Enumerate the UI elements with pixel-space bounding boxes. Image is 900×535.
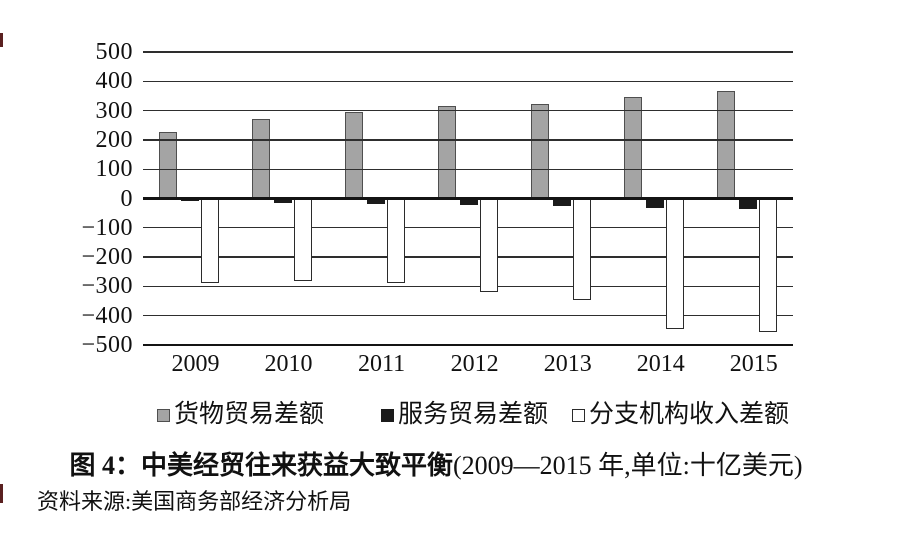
x-tick-label: 2011: [358, 351, 406, 377]
bar-2013-goods: [530, 103, 549, 199]
bar-2011-services: [367, 198, 386, 205]
bar-2012-branch-income: [479, 198, 498, 293]
gridline: [143, 109, 793, 112]
gridline: [143, 285, 793, 288]
bar-2015-goods: [716, 90, 735, 199]
legend-label-goods: 货物贸易差额: [174, 401, 325, 428]
y-tick-label: 500: [95, 39, 133, 65]
gridline: [143, 168, 793, 170]
gridline: [143, 139, 793, 141]
bar-2013-branch-income: [572, 198, 591, 300]
bar-2011-goods: [344, 112, 363, 199]
chart-area: 500 400 300 200 100 0 −100 −200 −300 −400 −500 2009…: [81, 39, 793, 377]
y-tick-label: 300: [95, 97, 133, 124]
legend-swatch-goods-icon: [157, 408, 170, 422]
x-tick-label: 2009: [171, 351, 220, 377]
y-tick-label: 100: [95, 156, 133, 183]
y-tick-label: −200: [81, 244, 133, 271]
gridline: [143, 343, 793, 347]
y-tick-label: −500: [81, 332, 133, 358]
figure-title: 图 4：中美经贸往来获益大致平衡(2009—2015 年,单位:十亿美元): [0, 450, 872, 482]
source-note: 资料来源:美国商务部经济分析局: [37, 489, 352, 514]
bar-2009-branch-income: [200, 198, 219, 284]
scan-edge-artifact: [0, 33, 3, 47]
x-tick-label: 2010: [264, 351, 313, 377]
bar-2009-services: [181, 198, 199, 202]
bar-2015-services: [739, 198, 758, 210]
bar-2013-services: [553, 198, 572, 206]
legend-swatch-services-icon: [381, 408, 395, 422]
x-tick-label: 2013: [543, 351, 592, 377]
figure-title-paren: (2009—2015 年,单位:十亿美元): [452, 451, 803, 480]
y-tick-label: 400: [95, 68, 133, 95]
legend-item-branch-income: 分支机构收入差额: [572, 401, 789, 429]
y-tick-label: 0: [120, 185, 133, 212]
y-tick-label: 200: [95, 126, 133, 153]
gridline: [143, 315, 793, 317]
bar-2012-services: [460, 198, 479, 205]
scan-edge-artifact: [0, 484, 3, 503]
gridline: [143, 227, 793, 229]
bar-2014-branch-income: [665, 198, 684, 329]
legend-item-goods: 货物贸易差额: [157, 401, 324, 429]
y-tick-label: −100: [81, 214, 133, 241]
x-tick-label: 2012: [450, 351, 499, 377]
y-tick-label: −300: [81, 273, 133, 300]
x-tick-label: 2014: [636, 351, 685, 377]
gridline: [143, 256, 793, 258]
legend-label-branch-income: 分支机构收入差额: [589, 401, 790, 428]
legend-label-services: 服务贸易差额: [398, 401, 549, 428]
bar-2014-services: [646, 198, 665, 208]
y-tick-label: −400: [81, 302, 133, 329]
bar-2011-branch-income: [386, 198, 405, 284]
figure-title-main: 图 4：中美经贸往来获益大致平衡: [69, 451, 453, 480]
bar-2014-goods: [623, 97, 642, 199]
bar-2010-branch-income: [293, 198, 312, 282]
bar-2009-goods: [158, 131, 177, 199]
bar-2012-goods: [437, 106, 456, 199]
bar-2010-services: [274, 198, 293, 203]
x-axis-line: [143, 197, 793, 200]
chart-legend: 货物贸易差额 服务贸易差额 分支机构收入差额: [157, 401, 789, 429]
legend-item-services: 服务贸易差额: [381, 401, 548, 429]
bar-2015-branch-income: [758, 198, 777, 332]
x-tick-label: 2015: [729, 351, 778, 377]
bar-2010-goods: [251, 118, 270, 199]
gridline: [143, 80, 793, 82]
legend-swatch-branch-income-icon: [572, 408, 586, 422]
gridline: [143, 51, 793, 53]
